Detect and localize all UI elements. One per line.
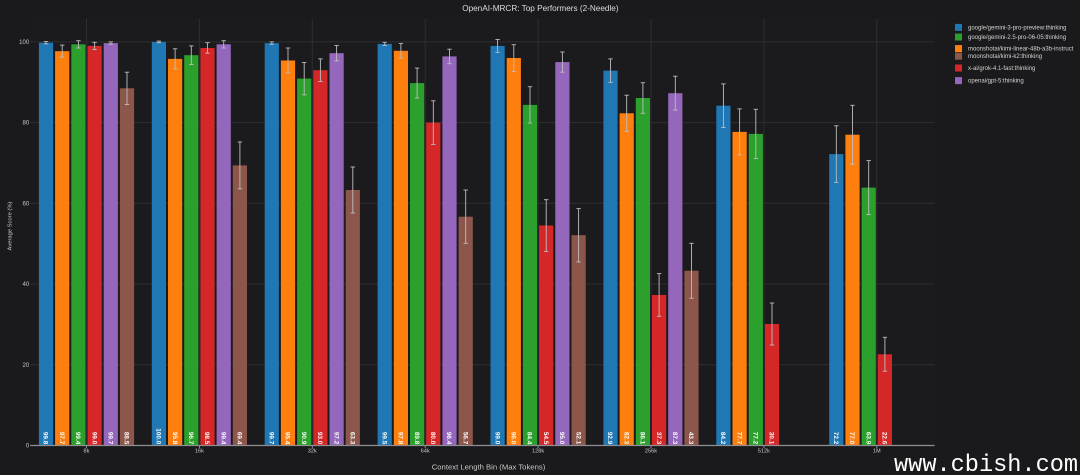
svg-text:moonshotai/kimi-linear-48b-a3b: moonshotai/kimi-linear-48b-a3b-instruct — [968, 47, 1074, 53]
svg-text:20: 20 — [23, 363, 30, 369]
svg-text:97.2: 97.2 — [332, 432, 339, 445]
svg-text:96.4: 96.4 — [445, 432, 452, 445]
svg-text:95.0: 95.0 — [558, 432, 565, 445]
svg-text:77.0: 77.0 — [848, 432, 855, 445]
svg-text:99.7: 99.7 — [268, 432, 275, 445]
svg-text:43.3: 43.3 — [687, 432, 694, 445]
svg-text:37.3: 37.3 — [655, 432, 662, 445]
svg-text:88.5: 88.5 — [123, 432, 130, 445]
svg-text:63.9: 63.9 — [864, 432, 871, 445]
svg-text:256k: 256k — [645, 449, 657, 455]
svg-text:moonshotai/kimi-k2:thinking: moonshotai/kimi-k2:thinking — [968, 54, 1042, 60]
svg-text:30.1: 30.1 — [768, 432, 775, 445]
svg-text:56.7: 56.7 — [461, 432, 468, 445]
svg-text:69.4: 69.4 — [236, 432, 243, 445]
svg-text:www.cbish.com: www.cbish.com — [894, 452, 1078, 475]
svg-text:100.0: 100.0 — [155, 428, 162, 444]
svg-text:x-ai/grok-4.1-fast:thinking: x-ai/grok-4.1-fast:thinking — [968, 66, 1035, 72]
svg-text:96.0: 96.0 — [510, 432, 517, 445]
svg-text:97.8: 97.8 — [397, 432, 404, 445]
svg-text:16k: 16k — [195, 449, 204, 455]
svg-text:99.8: 99.8 — [42, 432, 49, 445]
svg-text:90.9: 90.9 — [300, 432, 307, 445]
svg-text:99.0: 99.0 — [493, 432, 500, 445]
svg-text:84.4: 84.4 — [526, 432, 533, 445]
svg-text:60: 60 — [23, 201, 30, 207]
svg-text:google/gemini-2.5-pro-06-05:th: google/gemini-2.5-pro-06-05:thinking — [968, 35, 1066, 41]
svg-text:google/gemini-3-pro-preview:th: google/gemini-3-pro-preview:thinking — [968, 25, 1066, 31]
svg-text:512k: 512k — [758, 449, 770, 455]
svg-text:80: 80 — [23, 121, 30, 127]
svg-text:93.0: 93.0 — [316, 432, 323, 445]
svg-text:40: 40 — [23, 282, 30, 288]
svg-text:OpenAI-MRCR: Top Performers (2: OpenAI-MRCR: Top Performers (2-Needle) — [462, 4, 619, 13]
svg-text:87.3: 87.3 — [671, 432, 678, 445]
svg-text:52.1: 52.1 — [574, 432, 581, 445]
svg-text:1M: 1M — [873, 449, 881, 455]
svg-text:84.2: 84.2 — [719, 432, 726, 445]
svg-text:99.4: 99.4 — [74, 432, 81, 445]
svg-text:95.4: 95.4 — [284, 432, 291, 445]
svg-text:86.1: 86.1 — [639, 432, 646, 445]
svg-text:63.3: 63.3 — [349, 432, 356, 445]
svg-text:97.7: 97.7 — [58, 432, 65, 445]
svg-text:99.4: 99.4 — [219, 432, 226, 445]
svg-text:100: 100 — [19, 40, 30, 46]
svg-text:openai/gpt-5:thinking: openai/gpt-5:thinking — [968, 79, 1024, 85]
svg-text:0: 0 — [26, 444, 30, 450]
svg-text:80.0: 80.0 — [429, 432, 436, 445]
svg-text:128k: 128k — [532, 449, 544, 455]
svg-text:99.0: 99.0 — [90, 432, 97, 445]
svg-text:8k: 8k — [84, 449, 90, 455]
svg-text:72.2: 72.2 — [832, 432, 839, 445]
svg-text:64k: 64k — [421, 449, 430, 455]
svg-text:82.3: 82.3 — [622, 432, 629, 445]
svg-text:98.5: 98.5 — [203, 432, 210, 445]
svg-text:89.8: 89.8 — [413, 432, 420, 445]
svg-text:92.9: 92.9 — [606, 432, 613, 445]
svg-text:77.7: 77.7 — [735, 432, 742, 445]
svg-text:96.7: 96.7 — [187, 432, 194, 445]
svg-text:54.5: 54.5 — [542, 432, 549, 445]
svg-text:77.2: 77.2 — [752, 432, 759, 445]
svg-text:32k: 32k — [308, 449, 317, 455]
svg-text:99.5: 99.5 — [380, 432, 387, 445]
svg-text:99.7: 99.7 — [107, 432, 114, 445]
svg-text:22.6: 22.6 — [881, 432, 888, 445]
svg-text:Average Score (%): Average Score (%) — [7, 202, 13, 251]
svg-text:Context Length Bin (Max Tokens: Context Length Bin (Max Tokens) — [432, 462, 546, 471]
svg-text:95.8: 95.8 — [171, 432, 178, 445]
